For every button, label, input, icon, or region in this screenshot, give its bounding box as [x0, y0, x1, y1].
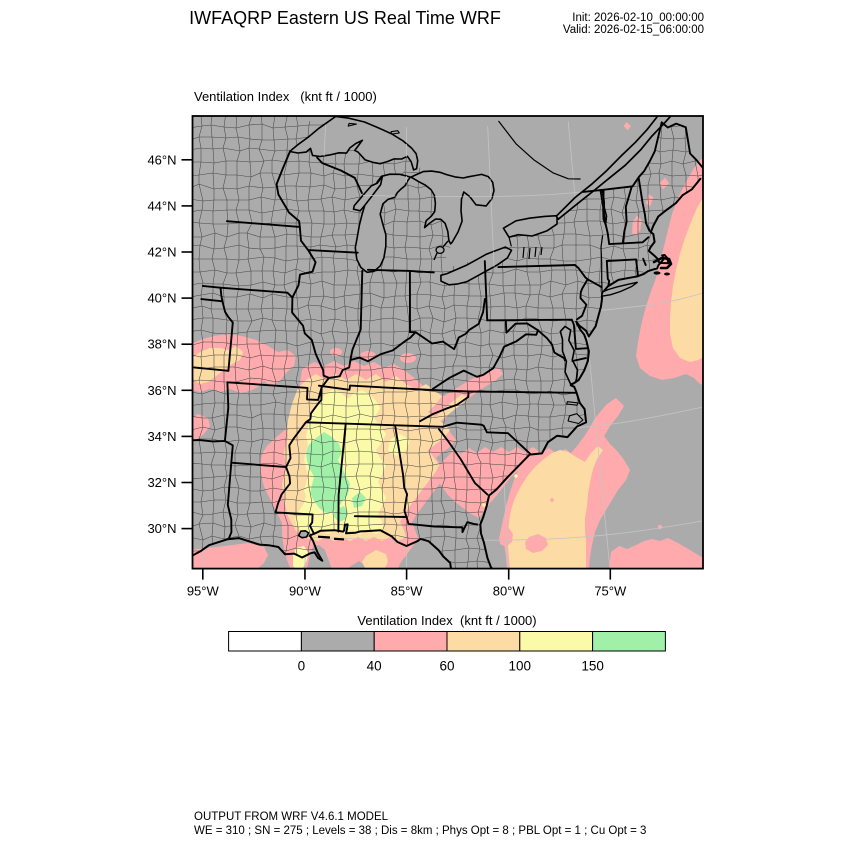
- svg-text:75°W: 75°W: [594, 584, 627, 599]
- svg-text:100: 100: [509, 659, 532, 674]
- svg-text:85°W: 85°W: [391, 584, 424, 599]
- svg-text:80°W: 80°W: [493, 584, 526, 599]
- svg-text:36°N: 36°N: [147, 383, 176, 398]
- svg-text:40: 40: [367, 659, 382, 674]
- svg-text:40°N: 40°N: [147, 291, 176, 306]
- svg-text:38°N: 38°N: [147, 337, 176, 352]
- svg-text:0: 0: [298, 659, 306, 674]
- svg-text:95°W: 95°W: [187, 584, 220, 599]
- svg-text:44°N: 44°N: [147, 198, 176, 213]
- svg-text:30°N: 30°N: [147, 521, 176, 536]
- svg-text:90°W: 90°W: [289, 584, 322, 599]
- svg-text:34°N: 34°N: [147, 429, 176, 444]
- svg-text:60: 60: [439, 659, 454, 674]
- svg-text:46°N: 46°N: [147, 152, 176, 167]
- svg-text:42°N: 42°N: [147, 245, 176, 260]
- svg-text:32°N: 32°N: [147, 475, 176, 490]
- svg-text:150: 150: [581, 659, 604, 674]
